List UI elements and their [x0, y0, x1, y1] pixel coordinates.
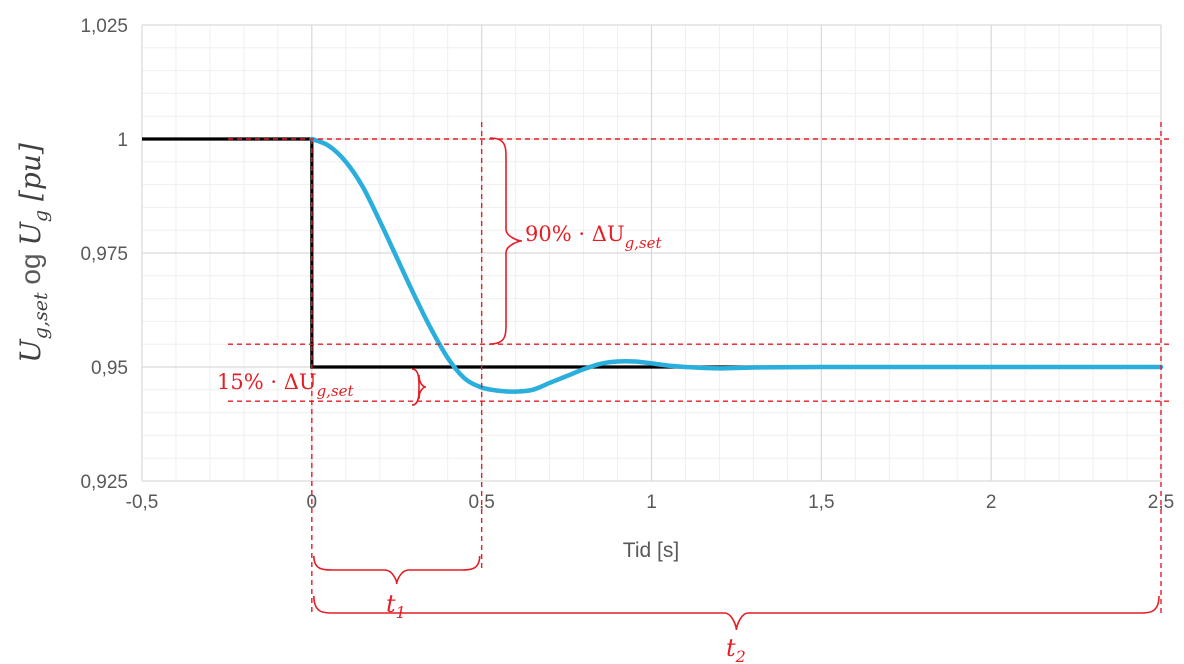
band-90-text: 90% · ΔU — [525, 222, 625, 246]
y-title-symbol2: U — [14, 221, 47, 246]
band-15-text: 15% · ΔU — [217, 370, 317, 394]
y-tick-label: 1 — [117, 130, 128, 151]
y-tick-label: 1,025 — [80, 16, 128, 37]
band-90-label: 90% · ΔUg,set — [525, 222, 663, 252]
t2-sub: 2 — [735, 647, 746, 664]
y-axis-tick-labels: 0,925 0,95 0,975 1 1,025 — [80, 16, 128, 493]
t1-text: t — [386, 590, 396, 618]
brace-15-percent — [411, 368, 427, 406]
y-title-unit: [pu] — [14, 143, 47, 210]
x-tick-label: -0,5 — [126, 492, 159, 513]
y-tick-label: 0,925 — [80, 472, 128, 493]
t1-label: t1 — [386, 590, 406, 622]
x-axis-tick-labels: -0,500,511,522,5 — [126, 492, 1175, 513]
t2-label: t2 — [726, 634, 746, 664]
band-15-sub: g,set — [317, 382, 355, 400]
series-layer — [142, 136, 1164, 394]
setpoint-series-line — [142, 137, 805, 369]
band-15-label: 15% · ΔUg,set — [217, 370, 355, 400]
y-tick-label: 0,95 — [91, 358, 128, 379]
x-axis-title: Tid [s] — [623, 539, 679, 562]
brace-t1 — [313, 555, 481, 585]
annotation-layer: 90% · ΔUg,set 15% · ΔUg,set t1 t2 — [217, 122, 1172, 664]
band-90-sub: g,set — [625, 234, 663, 252]
x-tick-label: 1 — [646, 492, 657, 513]
x-tick-label: 1,5 — [808, 492, 834, 513]
y-tick-label: 0,975 — [80, 244, 128, 265]
brace-90-percent — [489, 137, 523, 345]
y-title-connector: og — [15, 246, 46, 293]
y-title-sub2: g — [30, 210, 52, 222]
brace-t2 — [313, 595, 1160, 631]
y-title-symbol1: U — [14, 338, 47, 363]
x-tick-label: 2 — [986, 492, 997, 513]
response-series-line — [309, 136, 1164, 394]
y-title-sub1: g,set — [30, 292, 52, 339]
y-axis-title: Ug,set og Ug [pu] — [14, 143, 52, 363]
t2-text: t — [726, 634, 736, 662]
